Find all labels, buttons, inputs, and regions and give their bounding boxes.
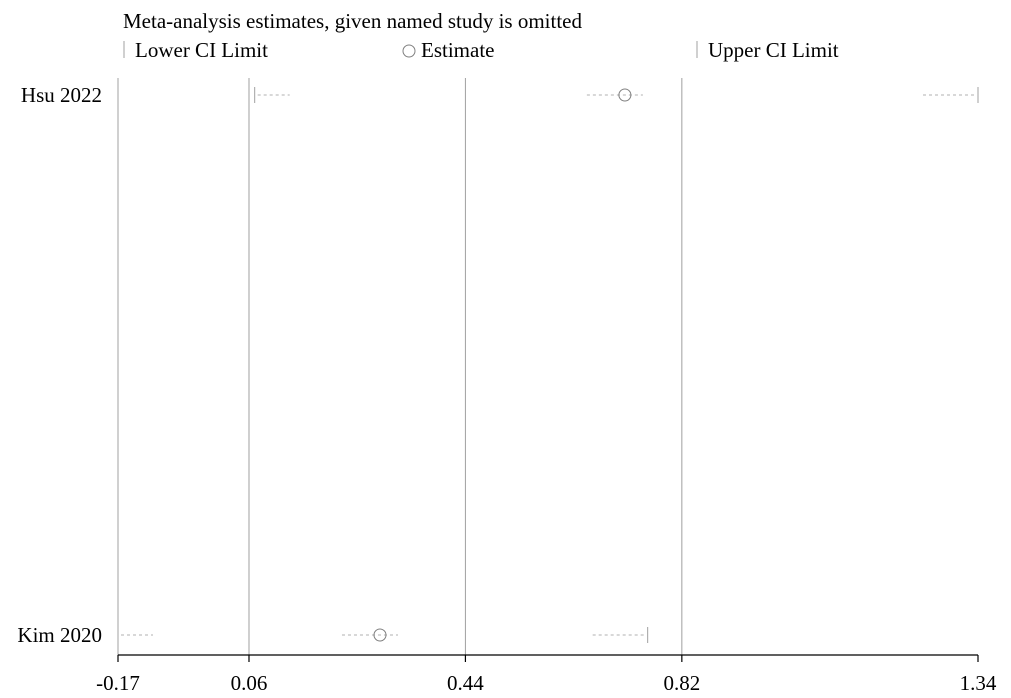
legend-estimate-marker xyxy=(402,44,416,58)
study-estimate-0 xyxy=(618,88,632,102)
legend: Lower CI Limit Estimate Upper CI Limit xyxy=(123,38,839,62)
legend-estimate-label: Estimate xyxy=(421,38,494,62)
study-estimate-1 xyxy=(373,628,387,642)
x-tick-label-3: 0.82 xyxy=(663,671,700,695)
x-tick-label-4: 1.34 xyxy=(960,671,997,695)
x-tick-label-1: 0.06 xyxy=(231,671,268,695)
legend-lower-ci-label: Lower CI Limit xyxy=(135,38,268,62)
study-label-1: Kim 2020 xyxy=(17,623,102,647)
x-tick-label-2: 0.44 xyxy=(447,671,484,695)
study-label-0: Hsu 2022 xyxy=(21,83,102,107)
x-tick-label-0: -0.17 xyxy=(96,671,140,695)
plot-area: -0.17 0.06 0.44 0.82 1.34 Hsu 2022 Kim 2020 xyxy=(17,78,997,695)
chart-title: Meta-analysis estimates, given named stu… xyxy=(123,9,582,33)
legend-upper-ci-label: Upper CI Limit xyxy=(708,38,839,62)
